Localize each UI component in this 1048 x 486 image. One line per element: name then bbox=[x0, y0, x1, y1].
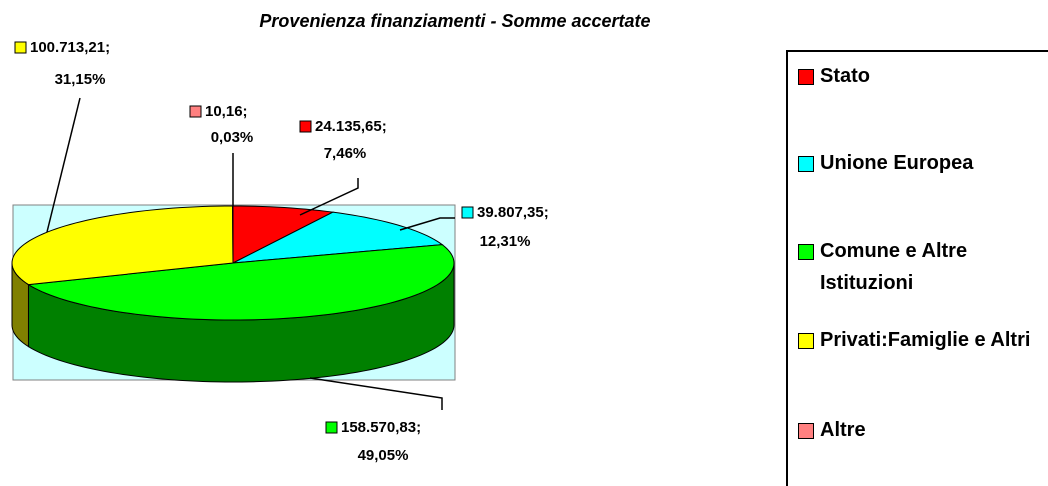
data-label-percent: 0,03% bbox=[211, 129, 254, 146]
legend: Stato Unione Europea Comune e Altre Istitu… bbox=[786, 50, 1048, 486]
data-label: 24.135,65; bbox=[315, 118, 387, 135]
label-swatch bbox=[325, 421, 338, 434]
leader-line bbox=[309, 377, 443, 410]
slice bbox=[26, 244, 455, 321]
leader-line bbox=[46, 97, 81, 233]
data-label-percent: 31,15% bbox=[55, 71, 106, 88]
legend-swatch bbox=[798, 69, 814, 85]
leader-line bbox=[399, 217, 455, 231]
data-label: 100.713,21; bbox=[30, 39, 110, 56]
legend-swatch bbox=[798, 333, 814, 349]
label-swatch bbox=[14, 41, 27, 54]
legend-label: Stato bbox=[820, 65, 870, 87]
legend-swatch bbox=[798, 423, 814, 439]
label-swatch bbox=[299, 120, 312, 133]
legend-label: Unione Europea bbox=[820, 152, 974, 174]
slice bbox=[232, 211, 444, 264]
data-label: 158.570,83; bbox=[341, 419, 421, 436]
data-label-percent: 7,46% bbox=[324, 145, 367, 162]
label-swatch bbox=[461, 206, 474, 219]
legend-swatch bbox=[798, 156, 814, 172]
data-label: 39.807,35; bbox=[477, 204, 549, 221]
slice bbox=[232, 205, 335, 264]
leader-line bbox=[299, 178, 359, 216]
legend-label: Altre bbox=[820, 419, 866, 441]
chart-title: Provenienza finanziamenti - Somme accert… bbox=[259, 11, 650, 31]
legend-label: Comune e Altre Istituzioni bbox=[820, 240, 968, 294]
data-label: 10,16; bbox=[205, 103, 248, 120]
slice bbox=[11, 205, 234, 286]
legend-label: Privati:Famiglie e Altri bbox=[820, 329, 1031, 351]
legend-swatch bbox=[798, 244, 814, 260]
label-swatch bbox=[189, 105, 202, 118]
data-label-percent: 12,31% bbox=[480, 233, 531, 250]
data-label-percent: 49,05% bbox=[358, 447, 409, 464]
